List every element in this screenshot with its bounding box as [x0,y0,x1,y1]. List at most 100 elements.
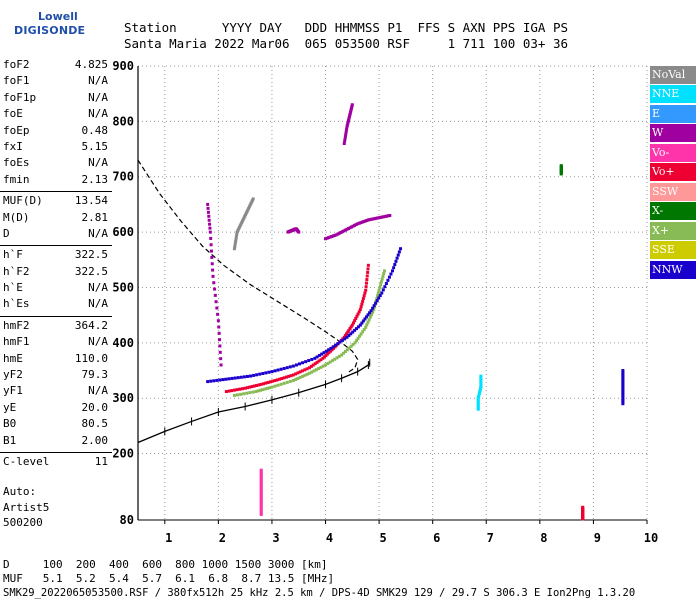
echo-point-nnw [381,288,385,292]
echo-point-vo [271,379,275,383]
echo-point-vo [365,274,369,278]
echo-point-w [213,287,217,291]
echo-point-x [236,393,240,397]
param-row: yF1 N/A [0,384,112,400]
echo-point-noval [236,229,240,233]
echo-point-nnw [317,353,321,357]
echo-point-nnw [395,256,399,260]
param-row: h`E N/A [0,281,112,297]
param-value: 2.81 [81,210,109,224]
echo-point-vo [259,476,263,480]
echo-point-w [354,223,358,227]
param-value: N/A [88,297,108,311]
station-header: Station YYYY DAY DDD HHMMSS P1 FFS S AXN… [124,20,568,52]
echo-point-nnw [242,375,246,379]
echo-point-nnw [249,374,253,378]
echo-point-w [379,215,383,219]
param-value: N/A [88,335,108,349]
echo-point-nnw [383,285,387,289]
echo-point-x [381,274,385,278]
echo-point-vo [305,367,309,371]
echo-point-x [242,392,246,396]
echo-point-w [360,220,364,224]
param-name: B1 [3,433,17,447]
echo-point-nne [476,399,480,403]
echo-point-vo [259,474,263,478]
echo-point-vo [259,500,263,504]
echo-point-x [365,323,369,327]
echo-point-vo [356,312,360,316]
param-value: 20.0 [81,400,109,414]
echo-point-w [207,218,211,222]
chart-grid [138,65,648,521]
param-name: foF1 [3,74,30,88]
param-value: 110.0 [74,351,108,365]
x-tick-label: 7 [487,531,494,545]
echo-point-x [310,370,314,374]
param-name: h`F2 [3,264,30,278]
echo-point-w [208,226,212,230]
echo-point-nnw [215,378,219,382]
param-name: h`E [3,281,23,295]
echo-point-nnw [255,373,259,377]
echo-point-vo [240,387,244,391]
echo-point-nnw [374,301,378,305]
echo-point-nnw [372,304,376,308]
echo-point-w [346,122,350,126]
echo-point-nne [479,379,483,383]
echo-point-x [345,348,349,352]
echo-point-nnw [361,319,365,323]
echo-point-vo [252,384,256,388]
echo-point-nnw [307,359,311,363]
chart-points [206,103,625,521]
y-tick-label: 80 [120,513,134,527]
echo-point-vo [259,473,263,477]
echo-point-w [359,221,363,225]
echo-point-w [374,216,378,220]
auto-line1: Auto: [3,485,37,498]
echo-point-nne [479,380,483,384]
echo-point-nne [479,385,483,389]
echo-point-x [248,391,252,395]
param-name: B0 [3,417,17,431]
echo-point-nnw [387,275,391,279]
param-value: N/A [88,107,108,121]
echo-point-w [207,214,211,218]
echo-point-vo [343,334,347,338]
x-tick-label: 3 [272,531,279,545]
param-row: yF2 79.3 [0,368,112,384]
echo-point-x [314,368,318,372]
echo-point-nnw [621,397,625,401]
echo-point-nnw [288,365,292,369]
echo-point-nnw [315,355,319,359]
echo-point-nnw [621,376,625,380]
echo-point-vo [259,493,263,497]
param-name: fmin [3,172,30,186]
echo-point-nnw [621,372,625,376]
echo-point-vo [275,378,279,382]
echo-point-vo [354,316,358,320]
echo-point-x [355,339,359,343]
echo-point-nnw [282,366,286,370]
echo-point-x [364,325,368,329]
echo-point-noval [245,210,249,214]
echo-point-nnw [338,340,342,344]
echo-point-vo [238,387,242,391]
echo-point-w [343,137,347,141]
echo-point-vo [324,353,328,357]
echo-point-x [371,310,375,314]
echo-point-vo [360,302,364,306]
echo-point-nnw [276,368,280,372]
echo-point-vo [333,345,337,349]
legend-item: Vo+ [650,163,696,182]
echo-point-w [349,108,353,112]
echo-point-nnw [236,376,240,380]
x-tick-label: 6 [433,531,440,545]
echo-point-w [218,350,222,354]
echo-point-x [294,377,298,381]
echo-point-vo [365,278,369,282]
param-row: foEp 0.48 [0,124,112,140]
echo-point-w [345,127,349,131]
echo-point-nne [477,393,481,397]
